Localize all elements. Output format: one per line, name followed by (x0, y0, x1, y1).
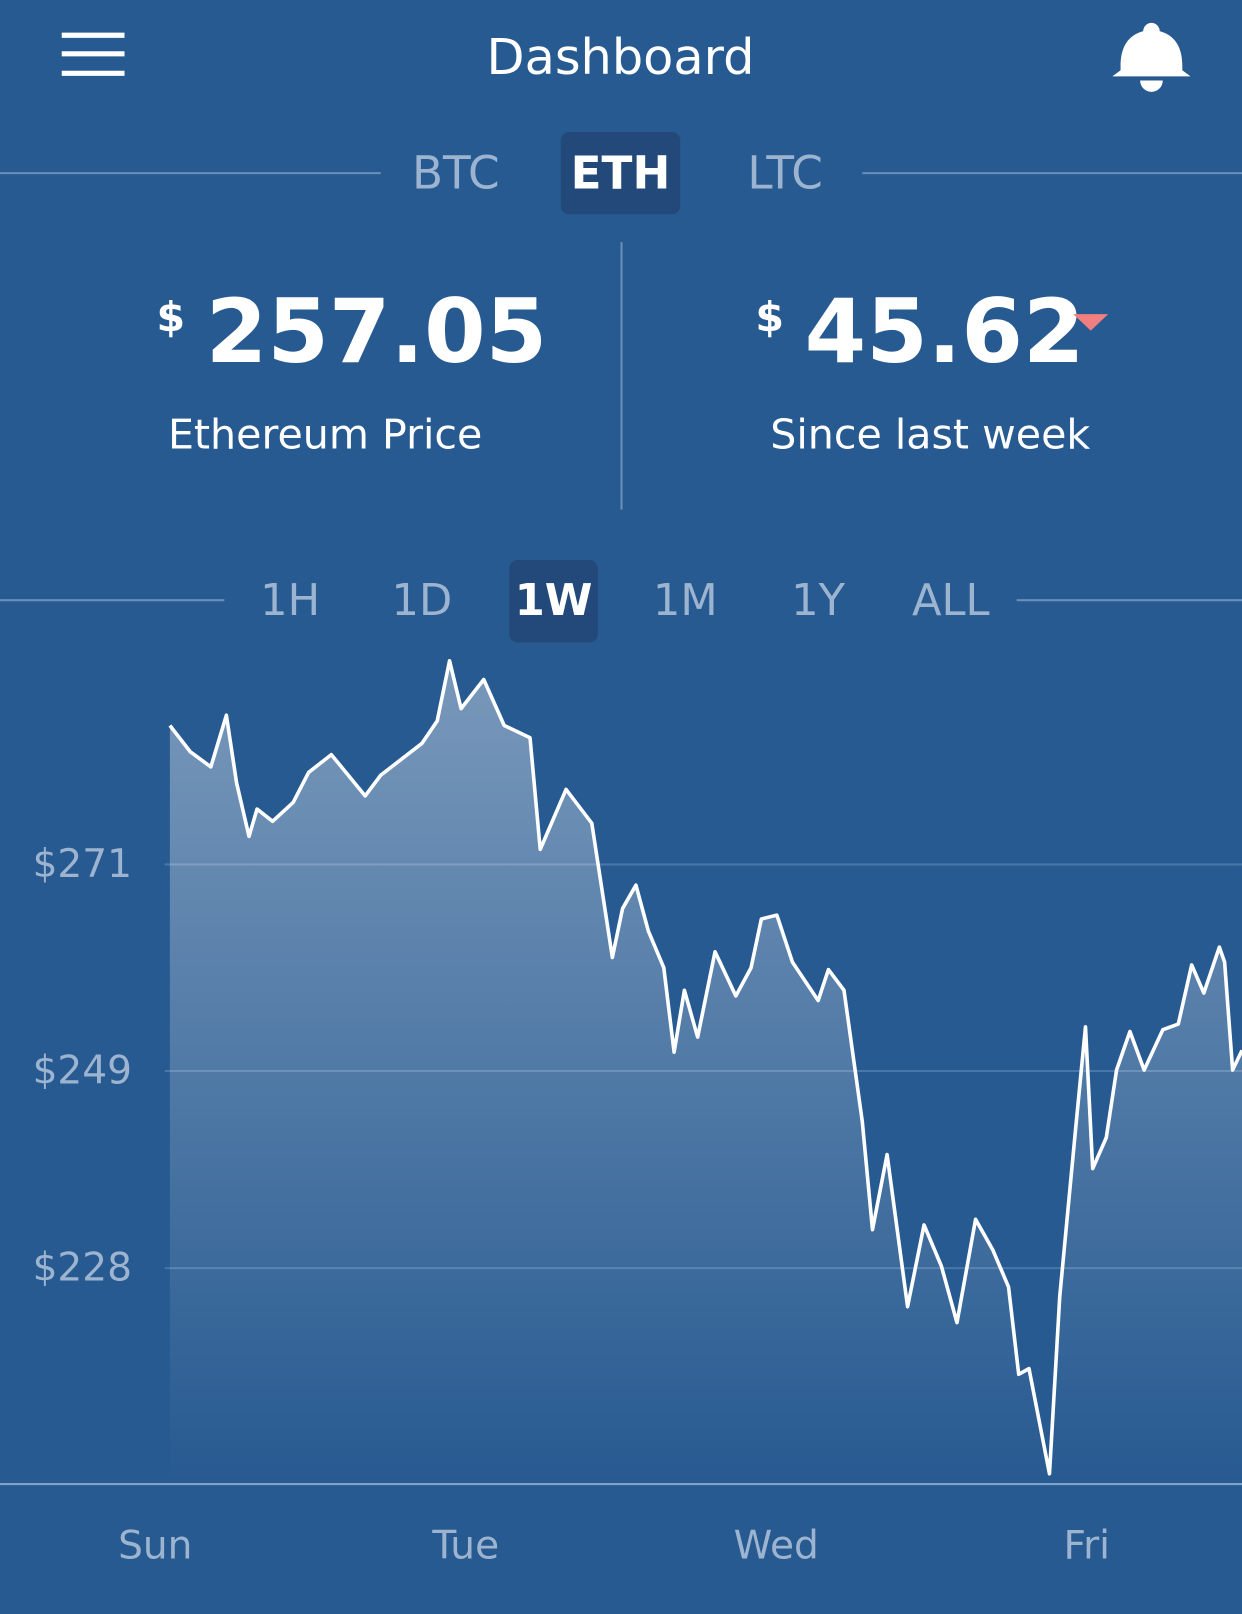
price-value: 257.05 (206, 280, 547, 383)
y-tick-label: $249 (33, 1049, 133, 1094)
change-value: 45.62 (805, 280, 1085, 383)
down-arrow (1073, 314, 1109, 331)
tab[interactable]: 1W (515, 576, 593, 626)
change-label: Since last week (770, 411, 1090, 459)
x-tick-label: Wed (734, 1523, 819, 1568)
tab[interactable]: ALL (912, 576, 990, 626)
x-tick-label: Tue (431, 1523, 499, 1568)
tab[interactable]: ETH (571, 147, 671, 200)
menu-button[interactable] (57, 21, 131, 93)
screen-title: Dashboard (487, 28, 755, 86)
active-tab-bg (560, 131, 681, 215)
notification-bell[interactable] (1112, 22, 1191, 92)
x-tick-label: Fri (1063, 1523, 1110, 1568)
price-chart: $271 $249 $228 Sun Tue Wed Fri (33, 658, 1242, 1568)
tab[interactable]: 1M (653, 576, 718, 626)
y-tick-label: $271 (33, 842, 133, 887)
tab[interactable]: 1H (260, 576, 320, 626)
tab[interactable]: 1D (392, 576, 453, 626)
currency-symbol: $ (755, 293, 784, 341)
price-line (168, 658, 1242, 1476)
y-tick-label: $228 (33, 1246, 133, 1291)
tab[interactable]: BTC (412, 147, 500, 200)
x-tick-label: Sun (118, 1523, 192, 1568)
area-fill (169, 660, 1242, 1485)
active-tab-bg (509, 560, 598, 643)
price-label: Ethereum Price (168, 411, 482, 459)
currency-symbol: $ (156, 293, 185, 341)
tab[interactable]: LTC (747, 147, 823, 200)
tab[interactable]: 1Y (791, 576, 845, 626)
